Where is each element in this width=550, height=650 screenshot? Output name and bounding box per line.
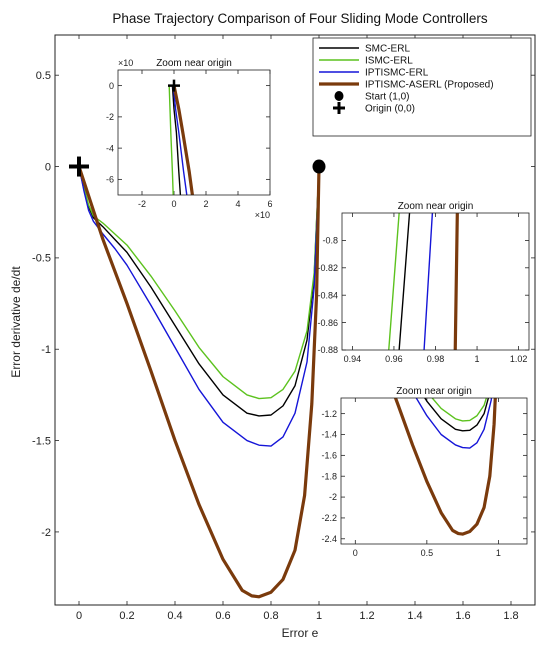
inset1-line-2 — [172, 84, 188, 195]
inset3-y-tick-label: -1.6 — [321, 451, 337, 461]
inset1-y-tick-label: 0 — [109, 81, 114, 91]
main-x-tick-label: 0.6 — [215, 610, 230, 622]
inset1-x-tick-label: -2 — [138, 199, 146, 209]
series-line-0 — [78, 165, 320, 417]
series-line-1 — [78, 165, 320, 400]
inset3-series-group — [393, 398, 497, 536]
main-y-tick-label: -1.5 — [32, 435, 51, 447]
inset1-line-0 — [168, 84, 174, 195]
main-series-group — [77, 164, 321, 599]
inset2-y-tick-label: -0.84 — [317, 290, 338, 300]
inset2-line-0 — [388, 213, 400, 350]
legend-label-3: IPTISMC-ASERL (Proposed) — [365, 80, 494, 91]
inset3-line-3 — [393, 398, 497, 536]
main-axes-frame — [54, 34, 536, 606]
main-y-tick-label: -1 — [41, 344, 51, 356]
inset3-x-tick-label: 0 — [353, 548, 358, 558]
x-axis-label: Error e — [282, 626, 319, 640]
inset2-y-tick-label: -0.8 — [322, 236, 338, 246]
main-x-tick-label: 0 — [76, 610, 82, 622]
inset3-y-tick-label: -2.4 — [321, 534, 337, 544]
inset1-x-exponent-label: ×10 — [255, 210, 270, 220]
start-marker — [312, 159, 326, 174]
main-x-tick-label: 1 — [316, 610, 322, 622]
main-x-tick-label: 0.4 — [167, 610, 182, 622]
inset1-series-group — [168, 84, 194, 195]
main-y-tick-label: -2 — [41, 527, 51, 539]
series-line-2 — [78, 165, 320, 447]
main-x-tick-label: 1.2 — [359, 610, 374, 622]
inset3-line-0 — [423, 398, 490, 432]
legend-label-1: ISMC-ERL — [365, 56, 413, 67]
main-x-tick-label: 1.4 — [407, 610, 422, 622]
main-y-tick-label: -0.5 — [32, 253, 51, 265]
inset3-background — [341, 398, 527, 544]
main-x-tick-label: 0.8 — [263, 610, 278, 622]
inset3-y-tick-label: -2.2 — [321, 513, 337, 523]
inset1-y-tick-label: -6 — [106, 175, 114, 185]
legend-label-origin: Origin (0,0) — [365, 104, 415, 115]
main-y-tick-label: 0.5 — [36, 70, 51, 82]
legend-label-2: IPTISMC-ERL — [365, 68, 429, 79]
legend-box — [312, 37, 532, 137]
inset3-y-tick-label: -2 — [329, 492, 337, 502]
inset2-x-tick-label: 0.96 — [385, 354, 403, 364]
inset1-x-tick-label: 0 — [171, 199, 176, 209]
main-x-tick-label: 1.6 — [455, 610, 470, 622]
series-line-3 — [77, 164, 321, 599]
inset2-frame — [341, 212, 530, 351]
legend-label-0: SMC-ERL — [365, 44, 410, 55]
inset2-title: Zoom near origin — [398, 201, 474, 212]
chart-title: Phase Trajectory Comparison of Four Slid… — [112, 11, 487, 26]
inset-zoom-origin: -2 0 2 4 6 0 -2 -4 -6 Zoom near origin ×10 ×10 — [106, 58, 273, 220]
inset1-x-tick-label: 6 — [267, 199, 272, 209]
inset3-y-tick-label: -1.8 — [321, 471, 337, 481]
inset1-line-3 — [172, 84, 194, 195]
inset2-background — [342, 213, 529, 350]
inset2-x-tick-label: 1.02 — [510, 354, 528, 364]
inset3-x-tick-label: 0.5 — [421, 548, 434, 558]
inset3-line-1 — [431, 398, 488, 422]
inset2-line-3 — [453, 213, 459, 350]
inset3-line-2 — [415, 398, 493, 449]
main-x-tick-label: 1.8 — [503, 610, 518, 622]
inset1-line-1 — [171, 84, 182, 195]
inset3-title: Zoom near origin — [396, 386, 472, 397]
inset1-y-tick-label: -4 — [106, 143, 114, 153]
inset2-x-tick-label: 1 — [475, 354, 480, 364]
inset3-x-tick-label: 1 — [496, 548, 501, 558]
inset-zoom-right: 0.94 0.96 0.98 1 1.02 -0.8 -0.82 -0.84 -0.86 -0.8… — [317, 201, 530, 364]
inset1-title: Zoom near origin — [156, 58, 232, 69]
inset1-background — [118, 70, 270, 195]
legend-start-symbol — [334, 91, 344, 101]
inset1-frame — [117, 69, 271, 196]
inset2-y-tick-label: -0.86 — [317, 318, 338, 328]
inset1-y-exponent-label: ×10 — [118, 58, 133, 68]
inset3-y-tick-label: -1.2 — [321, 409, 337, 419]
inset1-x-tick-label: 2 — [203, 199, 208, 209]
inset1-y-tick-label: -2 — [106, 112, 114, 122]
inset2-x-tick-label: 0.94 — [344, 354, 362, 364]
inset2-line-2 — [423, 213, 434, 350]
inset2-x-tick-label: 0.98 — [427, 354, 445, 364]
legend-label-start: Start (1,0) — [365, 92, 409, 103]
main-x-tick-label: 0.2 — [119, 610, 134, 622]
inset2-y-tick-label: -0.82 — [317, 263, 338, 273]
main-y-tick-label: 0 — [45, 161, 51, 173]
inset2-series-group — [388, 213, 459, 350]
inset1-x-tick-label: 4 — [235, 199, 240, 209]
inset2-line-1 — [398, 213, 411, 350]
inset3-frame — [340, 397, 528, 545]
inset2-y-tick-label: -0.88 — [317, 345, 338, 355]
inset3-y-tick-label: -1.4 — [321, 430, 337, 440]
inset-zoom-minimum: 0 0.5 1 -1.2 -1.4 -1.6 -1.8 -2 -2.2 -2.4 Zoom near… — [321, 386, 528, 558]
y-axis-label: Error derivative de/dt — [9, 266, 23, 378]
legend: SMC-ERLISMC-ERLIPTISMC-ERLIPTISMC-ASERL … — [312, 37, 532, 137]
